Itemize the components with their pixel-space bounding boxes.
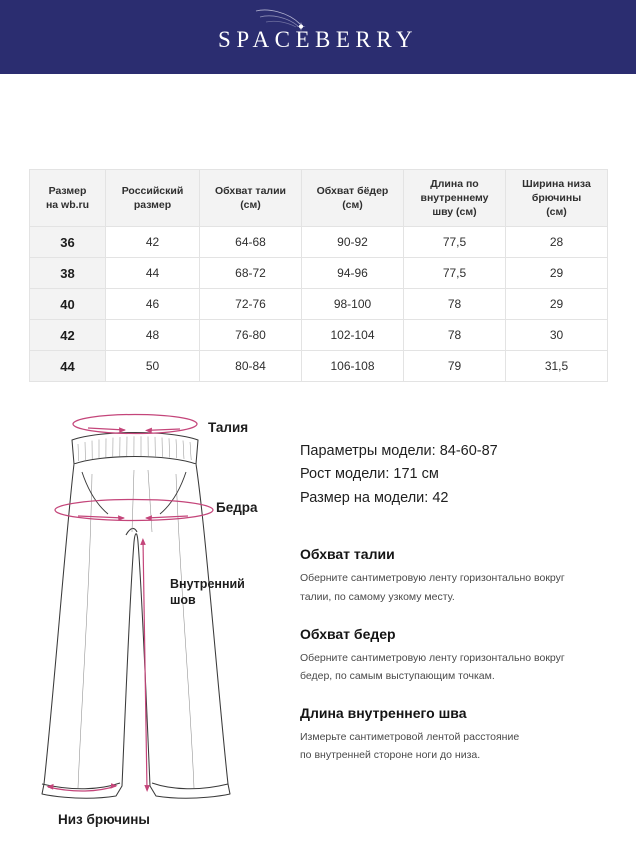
column-header-hem-width: Ширина низа брючины (см) — [505, 169, 608, 227]
instruction-title-waist: Обхват талии — [300, 546, 395, 563]
table-cell: 77,5 — [403, 257, 506, 289]
table-cell: 79 — [403, 350, 506, 382]
brand-header: SPACEBERRY — [0, 0, 636, 74]
table-cell-wb-size: 40 — [29, 288, 106, 320]
table-cell: 42 — [105, 226, 200, 258]
instruction-block-hips: Обхват бедер Оберните сантиметровую лент… — [300, 626, 620, 685]
column-header-russian-size: Российский размер — [105, 169, 200, 227]
instruction-title-inseam: Длина внутреннего шва — [300, 704, 467, 721]
table-cell: 44 — [105, 257, 200, 289]
instruction-hips-line1: Оберните сантиметровую ленту горизонталь… — [300, 651, 565, 664]
column-header-inseam: Длина по внутреннему шву (см) — [403, 169, 506, 227]
instruction-block-waist: Обхват талии Оберните сантиметровую лент… — [300, 546, 620, 605]
table-cell: 94-96 — [301, 257, 404, 289]
instruction-body-hips: Оберните сантиметровую ленту горизонталь… — [300, 649, 620, 685]
instruction-hips-line2: бедер, по самым выступающим точкам. — [300, 669, 495, 682]
instruction-waist-line1: Оберните сантиметровую ленту горизонталь… — [300, 572, 565, 585]
table-cell: 80-84 — [199, 350, 302, 382]
table-cell-wb-size: 44 — [29, 350, 106, 382]
table-row: 38 44 68-72 94-96 77,5 29 — [29, 257, 608, 289]
pants-illustration-svg: Талия Бедра Внутренний шов Низ брючины — [41, 413, 258, 827]
table-row: 42 48 76-80 102-104 78 30 — [29, 319, 608, 351]
column-header-hips: Обхват бёдер (см) — [301, 169, 404, 227]
table-cell: 106-108 — [301, 350, 404, 382]
measurement-guide-section: Талия Бедра Внутренний шов Низ брючины П… — [0, 392, 636, 848]
table-cell: 68-72 — [199, 257, 302, 289]
instruction-title-hips: Обхват бедер — [300, 625, 396, 642]
table-cell: 46 — [105, 288, 200, 320]
table-header-row: Размер на wb.ru Российский размер Обхват т… — [29, 169, 608, 227]
brand-name: SPACEBERRY — [218, 26, 418, 52]
table-cell: 29 — [505, 257, 608, 289]
table-cell: 77,5 — [403, 226, 506, 258]
model-height: Рост модели: 171 см — [300, 466, 439, 483]
table-cell: 72-76 — [199, 288, 302, 320]
instruction-inseam-line1: Измерьте сантиметровой лентой расстояние — [300, 730, 520, 743]
table-cell: 29 — [505, 288, 608, 320]
instruction-inseam-line2: по внутренней стороне ноги до низа. — [300, 748, 481, 761]
measurement-info-column: Параметры модели: 84-60-87 Рост модели: … — [300, 440, 620, 764]
instruction-waist-line2: талии, по самому узкому месту. — [300, 590, 455, 603]
table-cell: 98-100 — [301, 288, 404, 320]
size-chart-table-container: Размер на wb.ru Российский размер Обхват т… — [29, 169, 608, 382]
size-chart-table: Размер на wb.ru Российский размер Обхват т… — [29, 169, 608, 382]
table-cell: 102-104 — [301, 319, 404, 351]
column-header-wb-size: Размер на wb.ru — [29, 169, 106, 227]
table-cell: 78 — [403, 288, 506, 320]
instruction-body-inseam: Измерьте сантиметровой лентой расстояние… — [300, 728, 620, 764]
table-cell: 31,5 — [505, 350, 608, 382]
waist-measure-ellipse — [72, 413, 198, 435]
table-row: 36 42 64-68 90-92 77,5 28 — [29, 226, 608, 258]
brand-logo: SPACEBERRY — [218, 9, 418, 52]
label-hem: Низ брючины — [58, 812, 150, 827]
inseam-measure-line — [142, 539, 148, 791]
table-cell: 48 — [105, 319, 200, 351]
table-cell-wb-size: 42 — [29, 319, 106, 351]
table-body: 36 42 64-68 90-92 77,5 28 38 44 68-72 94-96 77,5 29… — [29, 226, 608, 382]
table-cell-wb-size: 36 — [29, 226, 106, 258]
instruction-body-waist: Оберните сантиметровую ленту горизонталь… — [300, 569, 620, 605]
pants-diagram: Талия Бедра Внутренний шов Низ брючины — [30, 392, 292, 848]
table-cell: 76-80 — [199, 319, 302, 351]
table-cell: 50 — [105, 350, 200, 382]
table-cell-wb-size: 38 — [29, 257, 106, 289]
table-cell: 78 — [403, 319, 506, 351]
table-row: 40 46 72-76 98-100 78 29 — [29, 288, 608, 320]
instruction-block-inseam: Длина внутреннего шва Измерьте сантиметр… — [300, 705, 620, 764]
label-waist: Талия — [208, 420, 248, 435]
model-parameters: Параметры модели: 84-60-87 — [300, 443, 498, 459]
model-size: Размер на модели: 42 — [300, 489, 449, 506]
label-inseam-line2: шов — [170, 593, 196, 607]
table-cell: 90-92 — [301, 226, 404, 258]
column-header-waist: Обхват талии (см) — [199, 169, 302, 227]
table-cell: 30 — [505, 319, 608, 351]
table-row: 44 50 80-84 106-108 79 31,5 — [29, 350, 608, 382]
hips-measure-ellipse — [54, 498, 214, 522]
label-inseam-line1: Внутренний — [170, 577, 245, 591]
label-hips: Бедра — [216, 500, 258, 515]
table-cell: 64-68 — [199, 226, 302, 258]
table-cell: 28 — [505, 226, 608, 258]
